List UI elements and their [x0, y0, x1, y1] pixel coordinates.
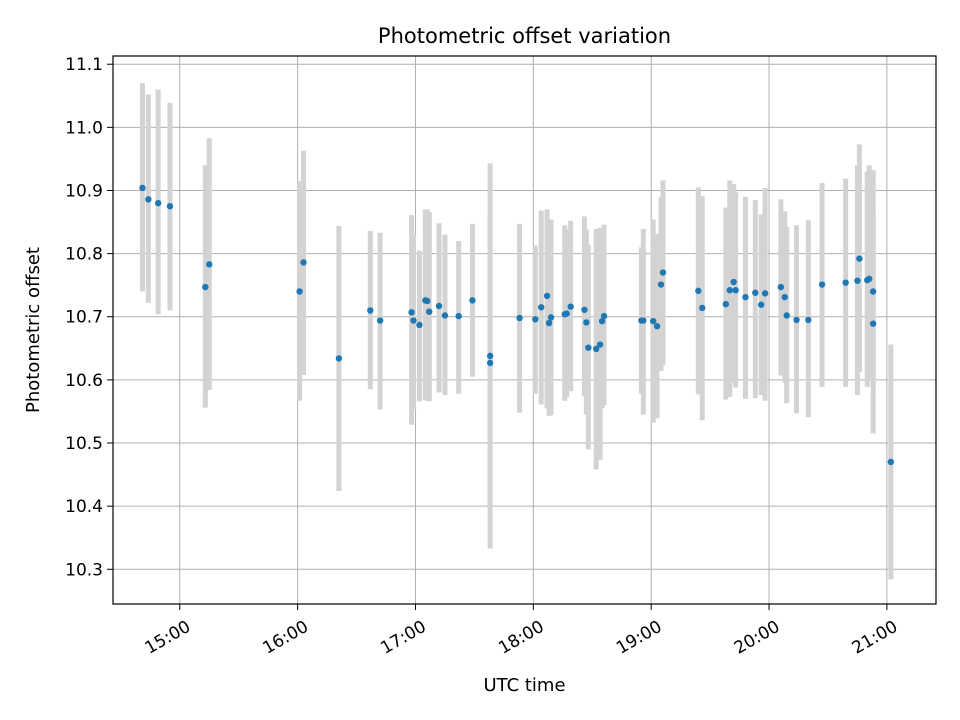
data-point [805, 316, 812, 324]
data-point [732, 287, 739, 294]
data-point [367, 307, 374, 314]
data-point [583, 319, 590, 326]
data-point [761, 290, 769, 297]
data-point [581, 306, 588, 313]
data-point [818, 281, 826, 288]
data-point [486, 359, 494, 367]
data-point [869, 288, 877, 295]
data-point [856, 255, 863, 262]
plot-frame [112, 55, 937, 605]
data-point [206, 261, 213, 268]
data-point [649, 317, 657, 325]
data-point [545, 319, 553, 327]
data-point [166, 203, 174, 210]
data-point [854, 277, 861, 284]
data-point [842, 279, 849, 286]
data-point [866, 275, 873, 283]
data-point [653, 323, 661, 330]
data-point [376, 317, 384, 324]
data-point [869, 320, 877, 327]
data-point [435, 302, 443, 310]
data-point [781, 293, 788, 301]
data-point [695, 287, 702, 295]
data-point [426, 308, 433, 315]
data-point [887, 458, 895, 466]
y-tick-label: 11.0 [65, 118, 103, 138]
data-points [139, 184, 895, 466]
data-point [730, 278, 737, 286]
y-tick-label: 10.8 [65, 245, 103, 265]
y-tick-label: 10.5 [65, 434, 103, 454]
data-point [777, 283, 785, 291]
y-tick-label: 10.7 [65, 308, 103, 328]
y-tick-label: 10.4 [65, 497, 103, 517]
data-point [596, 341, 604, 348]
data-point [296, 288, 303, 295]
data-point [410, 317, 417, 324]
data-point [659, 269, 667, 276]
data-point [640, 317, 647, 324]
data-point [699, 304, 706, 312]
data-point [202, 283, 209, 291]
data-point [563, 310, 570, 317]
data-point [516, 314, 523, 322]
data-point [547, 314, 555, 321]
data-point [793, 316, 800, 324]
chart-title: Photometric offset variation [378, 24, 671, 48]
data-point [300, 259, 307, 266]
x-axis-label: UTC time [483, 675, 565, 696]
data-point [532, 316, 539, 323]
data-point [567, 303, 574, 310]
y-tick-label: 10.3 [65, 560, 103, 580]
y-tick-label: 10.9 [65, 181, 103, 201]
data-point [592, 345, 600, 353]
data-point [726, 287, 733, 294]
data-point [335, 355, 343, 362]
data-point [757, 301, 765, 308]
data-point [469, 297, 476, 304]
data-point [408, 309, 415, 316]
y-axis-label: Photometric offset [23, 247, 44, 413]
data-point [486, 352, 494, 360]
data-point [657, 281, 665, 288]
data-point [783, 312, 790, 319]
data-point [752, 289, 759, 296]
data-point [598, 317, 606, 325]
data-point [742, 293, 749, 301]
y-axis: 10.3 10.4 10.5 10.6 10.7 10.8 10.9 11.0 11.1 [65, 55, 113, 580]
y-tick-label: 10.6 [65, 371, 103, 391]
data-point [441, 312, 449, 319]
data-point [543, 292, 551, 300]
data-point [722, 300, 730, 308]
data-point [139, 184, 146, 192]
data-point [600, 312, 608, 320]
data-point [424, 297, 431, 305]
y-tick-label: 11.1 [65, 55, 103, 75]
data-point [154, 199, 162, 207]
data-point [585, 344, 592, 351]
data-point [455, 312, 462, 320]
data-point [537, 304, 545, 311]
data-point [416, 321, 423, 329]
data-point [145, 196, 152, 203]
